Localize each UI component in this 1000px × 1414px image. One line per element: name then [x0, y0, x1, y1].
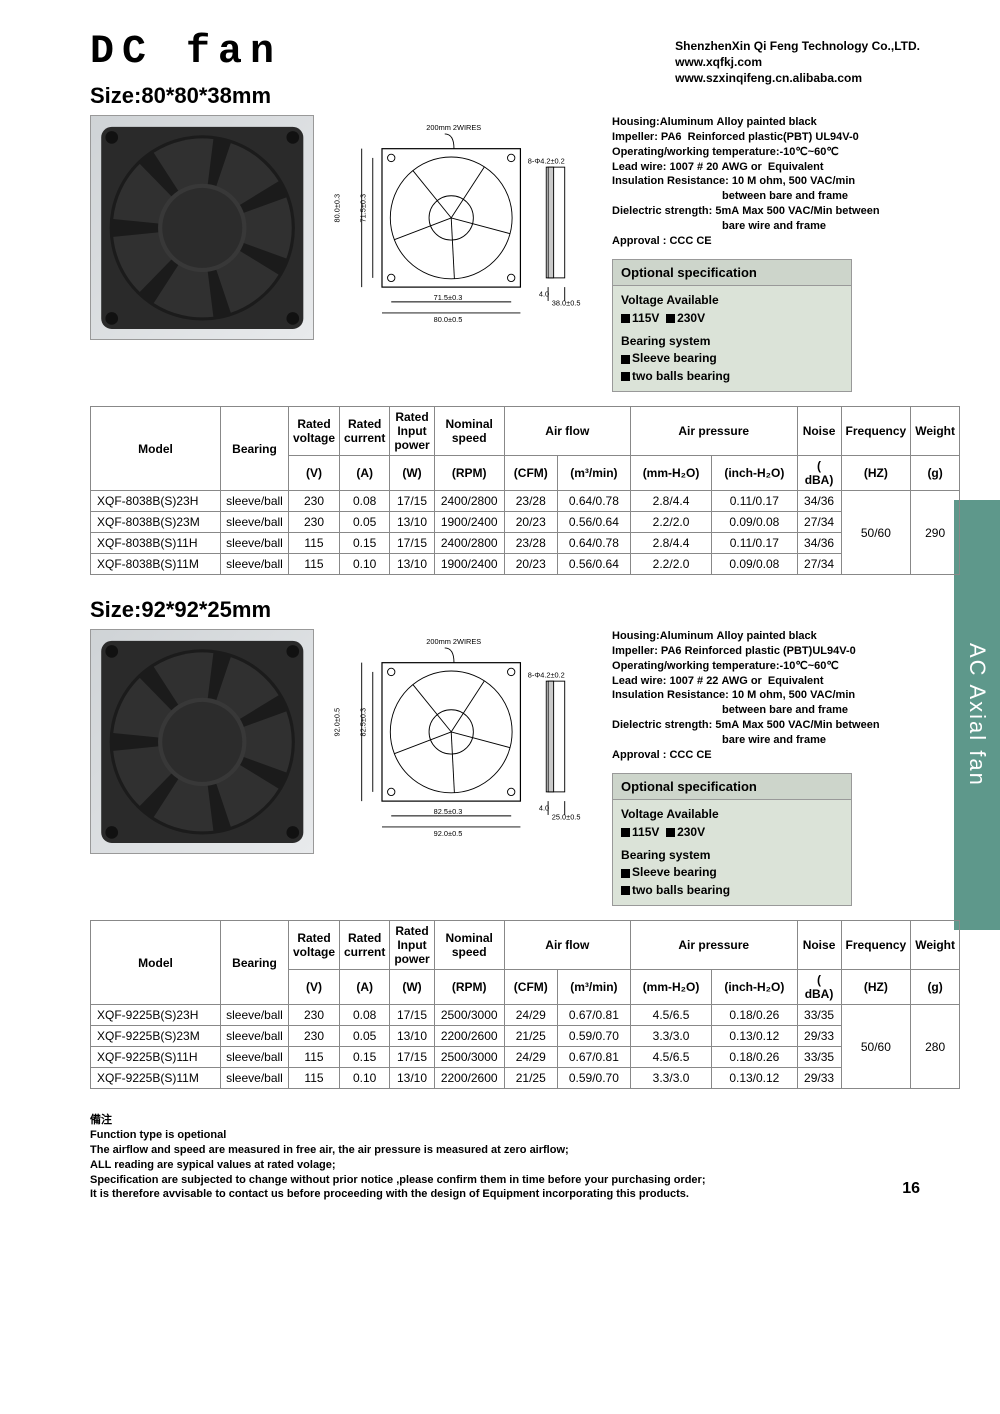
svg-text:82.5±0.3: 82.5±0.3 — [358, 708, 367, 737]
table-row: XQF-8038B(S)23Hsleeve/ball2300.0817/1524… — [91, 491, 960, 512]
spec-line: Insulation Resistance: 10 M ohm, 500 VAC… — [612, 688, 940, 703]
spec-text: Housing:Aluminum Alloy painted blackImpe… — [612, 629, 940, 906]
svg-text:200mm 2WIRES: 200mm 2WIRES — [426, 124, 481, 133]
table-row: XQF-8038B(S)23Msleeve/ball2300.0513/1019… — [91, 512, 960, 533]
spec-line: Impeller: PA6 Reinforced plastic(PBT) UL… — [612, 130, 940, 145]
spec-table: ModelBearingRated voltageRated currentRa… — [90, 920, 960, 1089]
svg-text:38.0±0.5: 38.0±0.5 — [551, 299, 580, 308]
note-line: Function type is opetional — [90, 1128, 940, 1143]
note-line: The airflow and speed are measured in fr… — [90, 1143, 940, 1158]
svg-text:92.0±0.5: 92.0±0.5 — [433, 830, 462, 839]
svg-text:71.5±0.3: 71.5±0.3 — [358, 194, 367, 223]
table-row: XQF-9225B(S)11Hsleeve/ball1150.1517/1525… — [91, 1047, 960, 1068]
spec-table: ModelBearingRated voltageRated currentRa… — [90, 406, 960, 575]
company-url1: www.xqfkj.com — [675, 54, 920, 70]
svg-text:8-Φ4.2±0.2: 8-Φ4.2±0.2 — [527, 157, 564, 166]
table-row: XQF-8038B(S)11Msleeve/ball1150.1013/1019… — [91, 554, 960, 575]
table-row: XQF-9225B(S)23Msleeve/ball2300.0513/1022… — [91, 1026, 960, 1047]
svg-text:71.5±0.3: 71.5±0.3 — [433, 293, 462, 302]
spec-line: Dielectric strength: 5mA Max 500 VAC/Min… — [612, 718, 940, 733]
spec-line: bare wire and frame — [612, 733, 940, 748]
spec-line: bare wire and frame — [612, 219, 940, 234]
company-info: ShenzhenXin Qi Feng Technology Co.,LTD. … — [675, 38, 920, 87]
fan-diagram: 200mm 2WIRES 8-Φ4.2±0.2 92.0±0.5 82.5±0.… — [334, 629, 592, 854]
table-row: XQF-8038B(S)11Hsleeve/ball1150.1517/1524… — [91, 533, 960, 554]
optional-spec-box: Optional specification Voltage Available… — [612, 773, 852, 907]
note-line: Specification are subjected to change wi… — [90, 1173, 940, 1188]
company-url2: www.szxinqifeng.cn.alibaba.com — [675, 70, 920, 86]
note-line: It is therefore avvisable to contact us … — [90, 1187, 940, 1202]
spec-text: Housing:Aluminum Alloy painted blackImpe… — [612, 115, 940, 392]
spec-line: between bare and frame — [612, 703, 940, 718]
fan-diagram: 200mm 2WIRES 8-Φ4.2±0.2 80.0±0.3 71.5±0.… — [334, 115, 592, 340]
spec-line: Lead wire: 1007 # 22 AWG or Equivalent — [612, 674, 940, 689]
spec-line: Approval : CCC CE — [612, 234, 940, 249]
table-row: XQF-9225B(S)11Msleeve/ball1150.1013/1022… — [91, 1068, 960, 1089]
optional-spec-box: Optional specification Voltage Available… — [612, 259, 852, 393]
footnotes: 備注 Function type is opetionalThe airflow… — [90, 1113, 940, 1202]
svg-text:80.0±0.3: 80.0±0.3 — [334, 194, 342, 223]
size-heading: Size:80*80*38mm — [90, 83, 940, 109]
opt-box-header: Optional specification — [613, 774, 851, 801]
spec-line: Insulation Resistance: 10 M ohm, 500 VAC… — [612, 174, 940, 189]
spec-line: Operating/working temperature:-10℃~60℃ — [612, 659, 940, 674]
svg-text:25.0±0.5: 25.0±0.5 — [551, 813, 580, 822]
spec-line: Housing:Aluminum Alloy painted black — [612, 629, 940, 644]
opt-box-header: Optional specification — [613, 260, 851, 287]
svg-text:8-Φ4.2±0.2: 8-Φ4.2±0.2 — [527, 671, 564, 680]
page-number: 16 — [902, 1180, 920, 1198]
spec-line: Housing:Aluminum Alloy painted black — [612, 115, 940, 130]
svg-text:82.5±0.3: 82.5±0.3 — [433, 807, 462, 816]
spec-line: Dielectric strength: 5mA Max 500 VAC/Min… — [612, 204, 940, 219]
svg-text:4.0: 4.0 — [538, 804, 548, 813]
size-heading: Size:92*92*25mm — [90, 597, 940, 623]
table-row: XQF-9225B(S)23Hsleeve/ball2300.0817/1525… — [91, 1005, 960, 1026]
spec-line: between bare and frame — [612, 189, 940, 204]
spec-line: Lead wire: 1007 # 20 AWG or Equivalent — [612, 160, 940, 175]
notes-heading: 備注 — [90, 1113, 940, 1128]
note-line: ALL reading are sypical values at rated … — [90, 1158, 940, 1173]
fan-photo — [90, 629, 314, 854]
spec-line: Operating/working temperature:-10℃~60℃ — [612, 145, 940, 160]
svg-text:4.0: 4.0 — [538, 290, 548, 299]
svg-text:92.0±0.5: 92.0±0.5 — [334, 708, 342, 737]
svg-text:80.0±0.5: 80.0±0.5 — [433, 316, 462, 325]
company-name: ShenzhenXin Qi Feng Technology Co.,LTD. — [675, 38, 920, 54]
spec-line: Approval : CCC CE — [612, 748, 940, 763]
fan-photo — [90, 115, 314, 340]
svg-text:200mm 2WIRES: 200mm 2WIRES — [426, 638, 481, 647]
spec-line: Impeller: PA6 Reinforced plastic (PBT)UL… — [612, 644, 940, 659]
